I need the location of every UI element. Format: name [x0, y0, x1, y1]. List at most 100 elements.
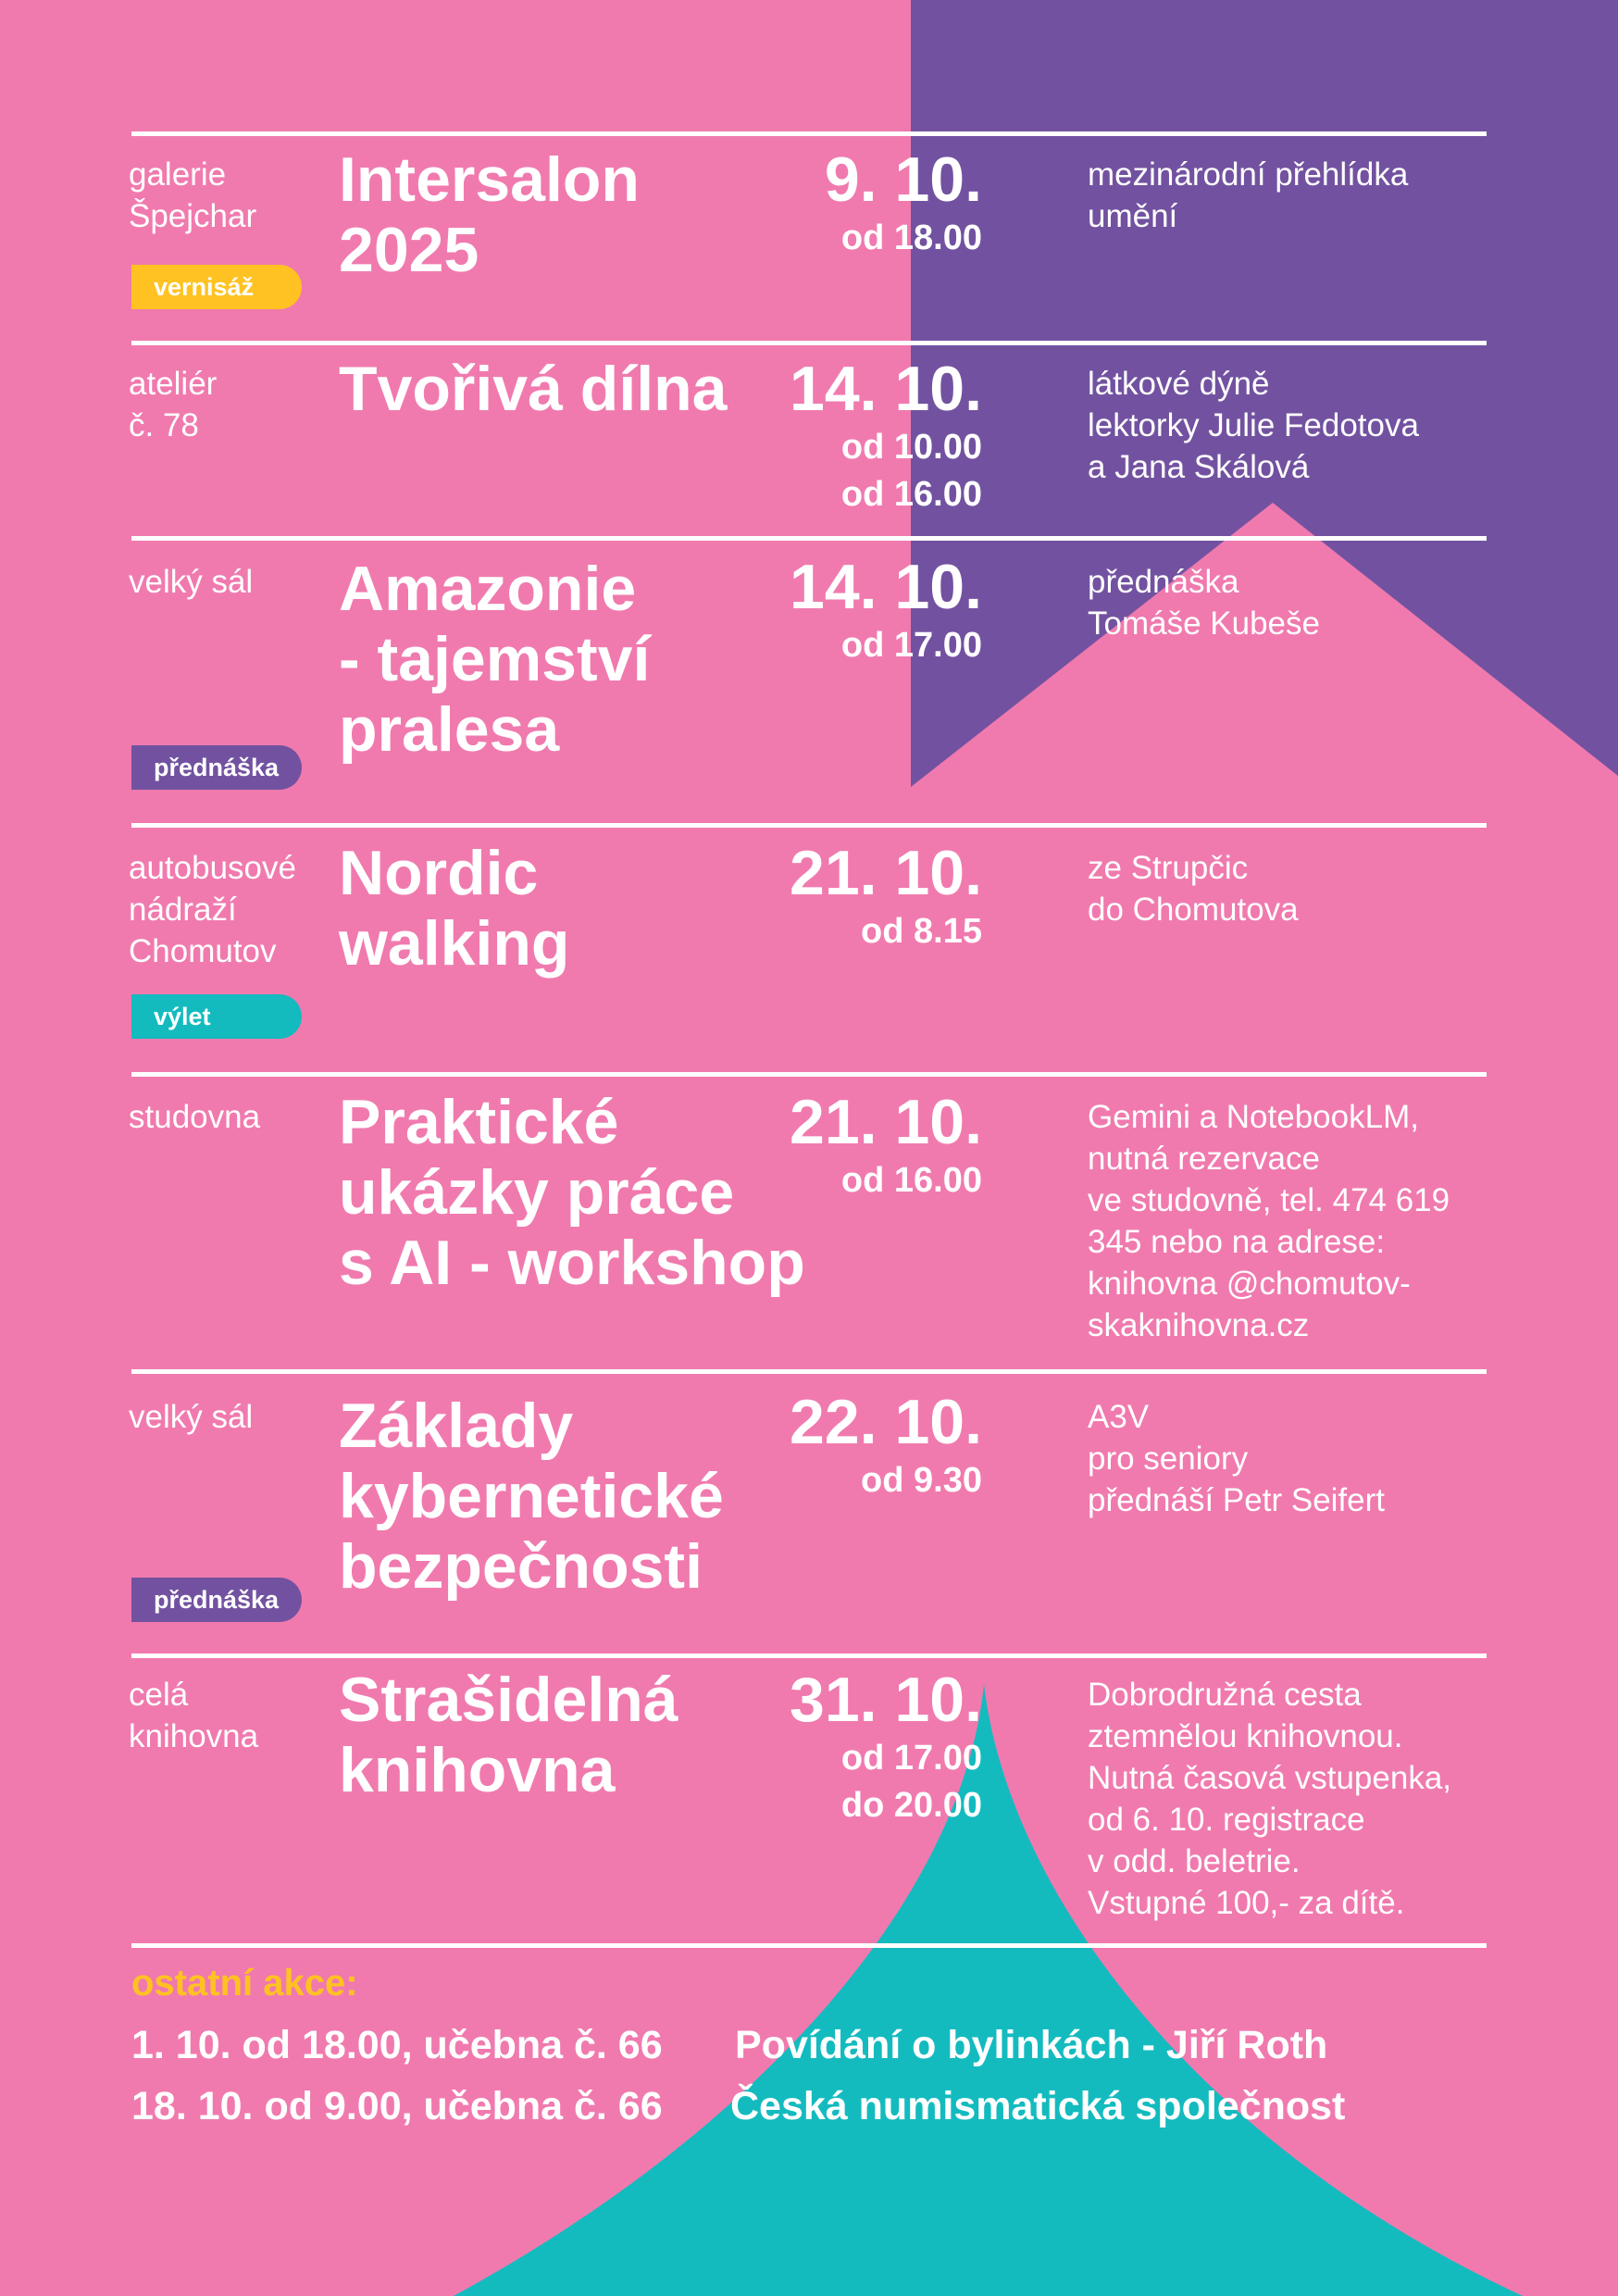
- event-date: 9. 10.: [824, 144, 982, 215]
- event-time: od 16.00: [840, 1161, 982, 1200]
- divider: [131, 341, 1487, 345]
- title-line: Nordic: [339, 838, 539, 908]
- event-date: 21. 10.: [790, 838, 982, 908]
- event-time: od 17.00: [840, 626, 982, 665]
- location-line: Chomutov: [129, 933, 277, 969]
- event-title: Základy kybernetické bezpečnosti: [339, 1391, 839, 1602]
- description-line: od 6. 10. registrace: [1088, 1802, 1365, 1838]
- event-type-badge: přednáška: [131, 1578, 302, 1622]
- event-date-block: 21. 10. od 8.15: [790, 838, 982, 955]
- description-line: do Chomutova: [1088, 892, 1299, 928]
- event-date-block: 14. 10. od 10.00 od 16.00: [790, 354, 982, 518]
- title-line: bezpečnosti: [339, 1531, 703, 1602]
- event-location: velký sál: [129, 1396, 323, 1438]
- event-description: přednáška Tomáše Kubeše: [1088, 561, 1495, 644]
- divider: [131, 536, 1487, 541]
- event-title: Intersalon 2025: [339, 144, 839, 285]
- description-line: lektorky Julie Fedotova: [1088, 407, 1419, 443]
- event-time: do 20.00: [840, 1786, 982, 1825]
- location-line: Špejchar: [129, 198, 257, 234]
- title-line: knihovna: [339, 1735, 616, 1805]
- event-time: od 10.00: [840, 428, 982, 467]
- description-line: přednáška: [1088, 564, 1239, 600]
- event-location: galerie Špejchar: [129, 154, 323, 237]
- title-line: Intersalon: [339, 144, 640, 215]
- description-line: umění: [1088, 198, 1178, 234]
- title-line: Tvořivá dílna: [339, 354, 728, 424]
- event-description: A3V pro seniory přednáší Petr Seifert: [1088, 1396, 1495, 1521]
- title-line: Základy: [339, 1391, 574, 1461]
- other-event-what: Povídání o bylinkách - Jiří Roth: [735, 2023, 1328, 2067]
- location-line: galerie: [129, 156, 227, 193]
- description-line: A3V: [1088, 1399, 1150, 1435]
- title-line: ukázky práce: [339, 1157, 735, 1228]
- description-line: ztemnělou knihovnou.: [1088, 1718, 1403, 1754]
- event-type-badge: výlet: [131, 994, 302, 1039]
- location-line: nádraží: [129, 892, 237, 928]
- title-line: s AI - workshop: [339, 1228, 805, 1298]
- title-line: pralesa: [339, 694, 560, 765]
- event-description: mezinárodní přehlídka umění: [1088, 154, 1495, 237]
- event-title: Amazonie - tajemství pralesa: [339, 554, 839, 765]
- event-time: od 16.00: [840, 475, 982, 514]
- description-line: skaknihovna.cz: [1088, 1307, 1310, 1343]
- title-line: Praktické: [339, 1087, 619, 1157]
- title-line: 2025: [339, 215, 479, 285]
- description-line: přednáší Petr Seifert: [1088, 1482, 1385, 1518]
- location-line: studovna: [129, 1099, 261, 1135]
- event-title: Nordic walking: [339, 838, 839, 979]
- event-date-block: 9. 10. od 18.00: [825, 144, 982, 262]
- location-line: knihovna: [129, 1718, 259, 1754]
- event-time: od 9.30: [861, 1461, 982, 1500]
- event-date: 14. 10.: [790, 354, 982, 424]
- other-event-what: Česká numismatická společnost: [730, 2084, 1346, 2128]
- other-events-heading: ostatní akce:: [131, 1963, 358, 2003]
- event-date: 22. 10.: [790, 1387, 982, 1457]
- event-location: ateliér č. 78: [129, 363, 323, 446]
- other-event-when: 18. 10. od 9.00, učebna č. 66: [131, 2084, 663, 2128]
- event-date: 14. 10.: [790, 552, 982, 622]
- event-type-badge: vernisáž: [131, 265, 302, 309]
- description-line: Nutná časová vstupenka,: [1088, 1760, 1452, 1796]
- purple-shape: [911, 0, 1618, 787]
- teal-shape: [454, 1684, 1523, 2296]
- event-date: 31. 10.: [790, 1665, 982, 1735]
- event-date: 21. 10.: [790, 1087, 982, 1157]
- description-line: ze Strupčic: [1088, 850, 1249, 886]
- event-title: Tvořivá dílna: [339, 354, 839, 424]
- event-location: velký sál: [129, 561, 323, 603]
- event-date-block: 31. 10. od 17.00 do 20.00: [790, 1665, 982, 1829]
- title-line: kybernetické: [339, 1461, 724, 1531]
- location-line: velký sál: [129, 564, 254, 600]
- event-time: od 17.00: [840, 1739, 982, 1778]
- description-line: pro seniory: [1088, 1441, 1249, 1477]
- description-line: nutná rezervace: [1088, 1141, 1320, 1177]
- divider: [131, 131, 1487, 136]
- event-time: od 18.00: [840, 218, 982, 257]
- location-line: č. 78: [129, 407, 199, 443]
- title-line: - tajemství: [339, 624, 651, 694]
- description-line: a Jana Skálová: [1088, 449, 1310, 485]
- description-line: Tomáše Kubeše: [1088, 605, 1320, 642]
- event-description: Gemini a NotebookLM, nutná rezervace ve st…: [1088, 1096, 1495, 1346]
- divider: [131, 1072, 1487, 1077]
- location-line: celá: [129, 1677, 189, 1713]
- event-description: ze Strupčic do Chomutova: [1088, 847, 1495, 930]
- divider: [131, 1369, 1487, 1374]
- description-line: ve studovně, tel. 474 619: [1088, 1182, 1450, 1218]
- event-description: Dobrodružná cesta ztemnělou knihovnou. Nut…: [1088, 1674, 1495, 1924]
- description-line: knihovna @chomutov-: [1088, 1266, 1411, 1302]
- title-line: walking: [339, 908, 570, 979]
- location-line: autobusové: [129, 850, 296, 886]
- description-line: v odd. beletrie.: [1088, 1843, 1301, 1879]
- event-date-block: 22. 10. od 9.30: [790, 1387, 982, 1504]
- event-description: látkové dýně lektorky Julie Fedotova a Jan…: [1088, 363, 1495, 488]
- event-title: Praktické ukázky práce s AI - workshop: [339, 1087, 839, 1298]
- divider: [131, 823, 1487, 828]
- other-event-when: 1. 10. od 18.00, učebna č. 66: [131, 2023, 663, 2067]
- title-line: Strašidelná: [339, 1665, 678, 1735]
- description-line: Vstupné 100,- za dítě.: [1088, 1885, 1405, 1921]
- divider: [131, 1653, 1487, 1658]
- location-line: ateliér: [129, 366, 218, 402]
- event-location: studovna: [129, 1096, 323, 1138]
